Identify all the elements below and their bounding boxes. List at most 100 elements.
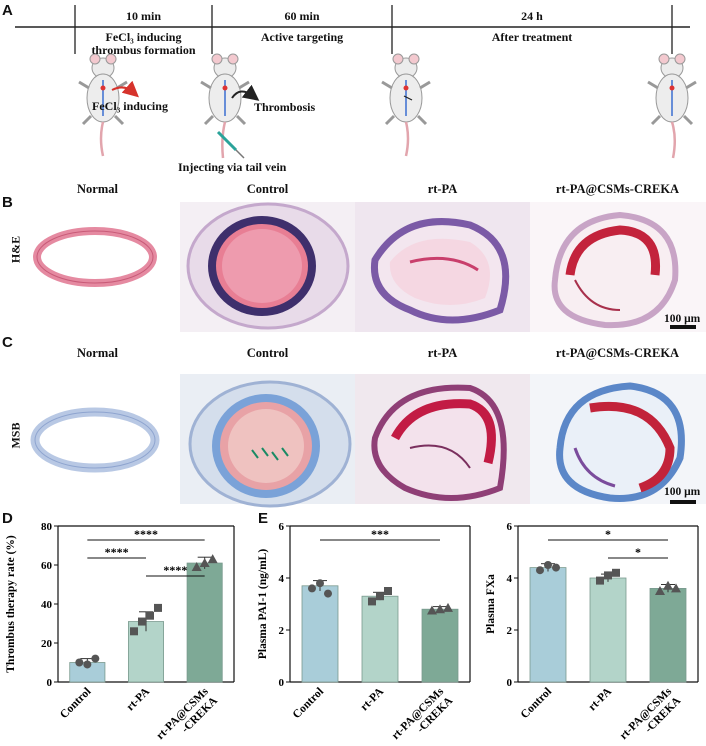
data-point	[376, 592, 384, 601]
y-tick-label: 20	[41, 638, 53, 650]
column-title-control: Control	[246, 182, 289, 196]
thrombosis-arrow	[231, 84, 260, 101]
chart-plasma-pai1: 0 2 4 6 Plasma PAI-1 (ng/mL) Control rt-PA rt-P…	[257, 521, 471, 746]
panel-label-e: E	[258, 510, 269, 527]
data-point	[207, 554, 218, 564]
data-point	[75, 658, 84, 667]
column-title-rtpa: rt-PA	[427, 182, 458, 196]
y-tick-label: 2	[507, 625, 513, 637]
msb-image-control	[180, 374, 355, 508]
stage-label-2: Active targeting	[260, 30, 344, 44]
thrombosis-annotation: Thrombosis	[254, 100, 316, 114]
data-point	[138, 617, 146, 626]
data-point	[544, 561, 552, 569]
y-axis-label: Plasma PAI-1 (ng/mL)	[257, 549, 269, 659]
data-point	[199, 558, 210, 568]
he-image-rtpa-csms-creka	[530, 202, 706, 332]
y-tick-label: 4	[507, 573, 513, 585]
syringe-needle	[235, 149, 245, 159]
column-title-rtpa-csms-creka: rt-PA@CSMs-CREKA	[555, 182, 680, 196]
stage-label-1: FeCl₃ inducing thrombus formation	[91, 30, 196, 57]
data-point	[146, 611, 154, 620]
chart-plasma-fxa: 0 2 4 6 Plasma FXa Control rt-PA rt-PA@CSMs-CRE…	[485, 521, 699, 742]
msb-histology-images	[30, 374, 706, 508]
row-label-msb: MSB	[8, 422, 23, 449]
bar	[589, 577, 627, 683]
data-point	[536, 566, 544, 575]
x-tick-label: Control	[519, 686, 554, 721]
he-image-rtpa	[355, 202, 530, 332]
duration-label-3: 24 h	[521, 9, 543, 23]
data-point	[671, 583, 681, 593]
x-tick-label: rt-PA@CSMs-CREKA	[154, 685, 220, 746]
bar	[529, 567, 567, 683]
data-point	[91, 654, 100, 663]
x-tick-label: Control	[58, 686, 93, 721]
injection-annotation: Injecting via tail vein	[178, 160, 287, 174]
column-title-control-msb: Control	[246, 346, 289, 360]
significance-label: ***	[371, 527, 389, 541]
scale-label-he: 100 μm	[664, 313, 701, 325]
data-point	[427, 605, 437, 615]
mouse-illustration	[200, 53, 250, 159]
timeline-diagram	[15, 5, 697, 159]
y-tick-label: 2	[279, 625, 285, 637]
data-point	[83, 660, 92, 669]
y-tick-label: 6	[279, 521, 285, 533]
he-histology-images	[33, 202, 706, 332]
y-tick-label: 60	[41, 560, 53, 572]
duration-label-2: 60 min	[284, 9, 320, 23]
panel-label-a: A	[2, 2, 13, 19]
data-point	[154, 603, 162, 612]
scale-bar-he	[670, 325, 696, 329]
data-point	[552, 563, 560, 572]
fecl3-arrow	[111, 80, 139, 98]
stage-label-3: After treatment	[491, 30, 573, 44]
bar	[301, 585, 339, 683]
significance-label: ****	[105, 545, 129, 559]
significance-label: ****	[134, 527, 158, 541]
he-image-normal	[33, 227, 157, 287]
column-title-rtpa-csms-creka-msb: rt-PA@CSMs-CREKA	[555, 346, 680, 360]
significance-label: *	[635, 545, 641, 559]
x-tick-label: rt-PA@CSMs-CREKA	[390, 685, 456, 746]
data-point	[604, 571, 612, 580]
y-tick-label: 40	[41, 599, 53, 611]
bar	[361, 595, 399, 683]
y-tick-label: 80	[41, 521, 53, 533]
mouse-illustration	[78, 53, 128, 157]
msb-image-rtpa-csms-creka	[530, 374, 706, 504]
msb-image-rtpa	[355, 374, 530, 504]
mouse-illustration	[381, 53, 431, 157]
column-title-normal-msb: Normal	[77, 346, 118, 360]
y-tick-label: 4	[279, 573, 285, 585]
bar	[186, 562, 223, 683]
bar	[421, 608, 459, 683]
scale-label-msb: 100 μm	[664, 486, 701, 498]
syringe-icon	[216, 130, 238, 152]
fecl3-annotation: FeCl₃ inducing	[92, 99, 168, 113]
data-point	[324, 589, 332, 598]
x-tick-label: Control	[291, 686, 326, 721]
data-point	[596, 576, 604, 585]
mouse-illustration	[647, 53, 697, 159]
panel-label-b: B	[2, 194, 13, 211]
panel-label-d: D	[2, 510, 13, 527]
chart-thrombus-therapy-rate: 0 20 40 60 80 Thrombus therapy rate (%) Contro…	[5, 521, 235, 746]
y-tick-label: 0	[507, 677, 513, 689]
duration-label-1: 10 min	[125, 9, 161, 23]
x-tick-label: rt-PA	[358, 685, 386, 713]
y-tick-label: 0	[47, 677, 53, 689]
x-tick-label: rt-PA	[586, 685, 614, 713]
panel-label-c: C	[2, 334, 13, 351]
row-label-he: H&E	[8, 235, 23, 264]
data-point	[443, 602, 453, 612]
y-tick-label: 0	[279, 677, 285, 689]
msb-image-normal	[30, 407, 160, 473]
data-point	[663, 580, 673, 590]
y-axis-label: Plasma FXa	[485, 574, 497, 634]
data-point	[308, 584, 316, 593]
data-point	[612, 568, 620, 577]
scale-bar-msb	[670, 500, 696, 504]
data-point	[384, 587, 392, 595]
